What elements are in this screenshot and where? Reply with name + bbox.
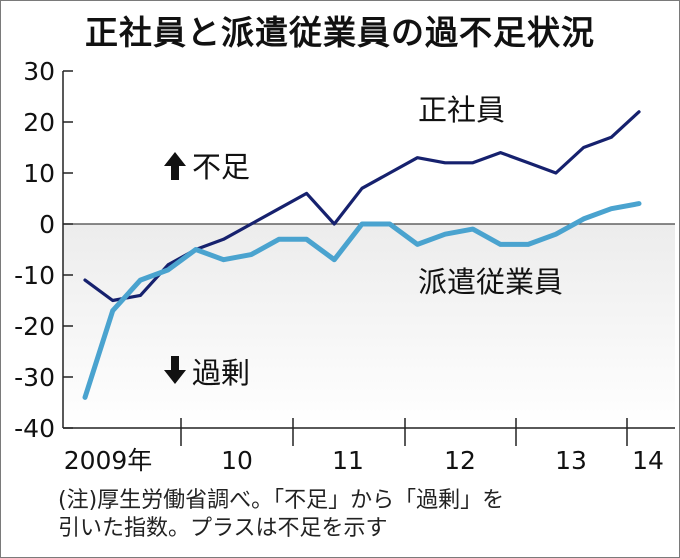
annotation-up: 不足 (192, 150, 250, 184)
footnote-line-1: (注)厚生労働省調べ。「不足」から「過剰」を (58, 488, 505, 513)
y-tick-label: -30 (14, 363, 55, 392)
y-tick-label: 20 (23, 108, 55, 137)
x-tick-label: 13 (555, 446, 587, 475)
arrow-down-icon (164, 356, 186, 384)
series-line-1 (82, 201, 642, 400)
series-line-0 (83, 110, 641, 303)
y-tick-label: 0 (39, 210, 55, 239)
x-tick-label: 14 (632, 446, 664, 475)
y-tick-label: -40 (14, 414, 55, 443)
y-tick-label: -10 (14, 261, 55, 290)
y-tick-label: 30 (23, 57, 55, 86)
footnote-line-2: 引いた指数。プラスは不足を示す (58, 516, 388, 541)
negative-region-shade (63, 224, 675, 428)
x-tick-label: 2009年 (64, 446, 153, 475)
x-tick-label: 10 (221, 446, 253, 475)
chart-title: 正社員と派遣従業員の過不足状況 (85, 13, 595, 52)
arrow-up-icon (164, 152, 186, 180)
y-tick-label: 10 (23, 159, 55, 188)
x-tick-label: 11 (332, 446, 364, 475)
series-label-1: 派遣従業員 (418, 265, 563, 299)
series-label-0: 正社員 (418, 93, 505, 127)
y-tick-label: -20 (14, 312, 55, 341)
x-tick-label: 12 (444, 446, 476, 475)
annotation-down: 過剰 (192, 356, 250, 390)
